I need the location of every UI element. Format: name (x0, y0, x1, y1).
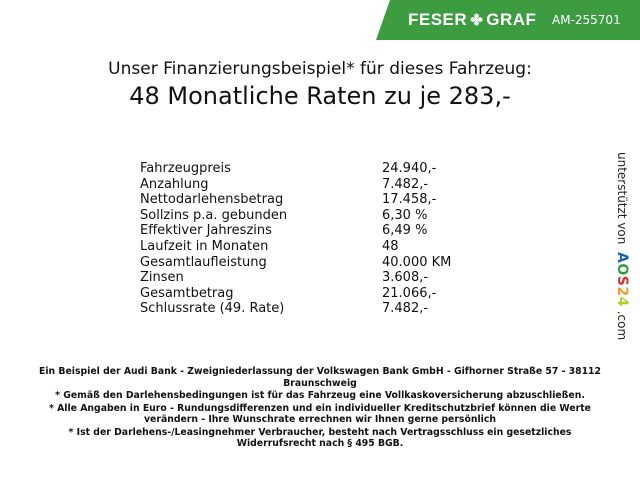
row-value: 21.066,- (382, 285, 437, 301)
table-row: Fahrzeugpreis 24.940,- (140, 161, 436, 177)
table-row: Nettodarlehensbetrag 17.458,- (140, 192, 436, 208)
row-label: Schlussrate (49. Rate) (140, 301, 285, 317)
row-label: Fahrzeugpreis (140, 161, 231, 176)
legal-footer: Ein Beispiel der Audi Bank - Zweignieder… (30, 366, 610, 451)
rounding-note: * Alle Angaben in Euro - Rundungsdiffere… (49, 402, 591, 426)
bank-info: Ein Beispiel der Audi Bank - Zweignieder… (39, 366, 601, 389)
supported-by-text: unterstützt von (615, 152, 629, 245)
table-row: Effektiver Jahreszins 6,49 % (140, 223, 427, 239)
logo-letter: 4 (614, 296, 630, 307)
monthly-rate-headline: 48 Monatliche Raten zu je 283,- (129, 82, 511, 110)
financing-table: Fahrzeugpreis 24.940,- Anzahlung 7.482,- N… (140, 161, 451, 317)
brand-name-left: FESER (408, 10, 468, 29)
logo-suffix: .com (615, 310, 629, 341)
financing-title: Unser Finanzierungsbeispiel* für dieses … (108, 59, 532, 79)
clover-icon: ✤ (470, 12, 484, 29)
table-row: Gesamtlaufleistung 40.000 KM (140, 254, 451, 271)
brand-logo: FESER ✤ GRAF (408, 10, 536, 30)
row-value: 7.482,- (382, 301, 429, 317)
row-label: Laufzeit in Monaten (140, 238, 269, 254)
row-value: 6,30 % (382, 207, 428, 223)
withdrawal-note: * Ist der Darlehens-/Leasingnehmer Verbr… (68, 426, 572, 450)
brand-banner (376, 0, 640, 40)
vehicle-code: AM-255701 (552, 13, 621, 27)
logo-letter: 2 (614, 286, 630, 297)
brand-name-right: GRAF (486, 10, 537, 29)
logo-letter: O (614, 263, 630, 276)
table-row: Laufzeit in Monaten 48 (140, 238, 399, 255)
row-value: 17.458,- (382, 192, 437, 208)
row-value: 24.940,- (382, 161, 437, 176)
table-row: Sollzins p.a. gebunden 6,30 % (140, 207, 427, 224)
table-row: Schlussrate (49. Rate) 7.482,- (140, 301, 428, 317)
row-value: 40.000 KM (382, 254, 452, 270)
table-row: Gesamtbetrag 21.066,- (140, 285, 436, 302)
row-label: Nettodarlehensbetrag (140, 192, 284, 208)
row-value: 48 (382, 238, 399, 254)
row-label: Gesamtlaufleistung (140, 254, 267, 270)
row-label: Anzahlung (140, 176, 209, 192)
row-value: 6,49 % (382, 223, 428, 239)
table-row: Anzahlung 7.482,- (140, 176, 428, 193)
insurance-note: * Gemäß den Darlehensbedingungen ist für… (55, 390, 585, 401)
logo-letter: A (614, 252, 630, 264)
row-label: Gesamtbetrag (140, 285, 234, 301)
row-value: 7.482,- (382, 176, 429, 192)
supported-by-aos24: unterstützt von AOS24 .com (614, 152, 630, 340)
row-label: Sollzins p.a. gebunden (140, 207, 288, 223)
row-label: Zinsen (140, 270, 184, 286)
logo-letter: S (614, 275, 630, 287)
row-value: 3.608,- (382, 270, 429, 286)
table-row: Zinsen 3.608,- (140, 270, 428, 286)
aos24-logo: AOS24 (614, 252, 630, 307)
row-label: Effektiver Jahreszins (140, 223, 272, 239)
